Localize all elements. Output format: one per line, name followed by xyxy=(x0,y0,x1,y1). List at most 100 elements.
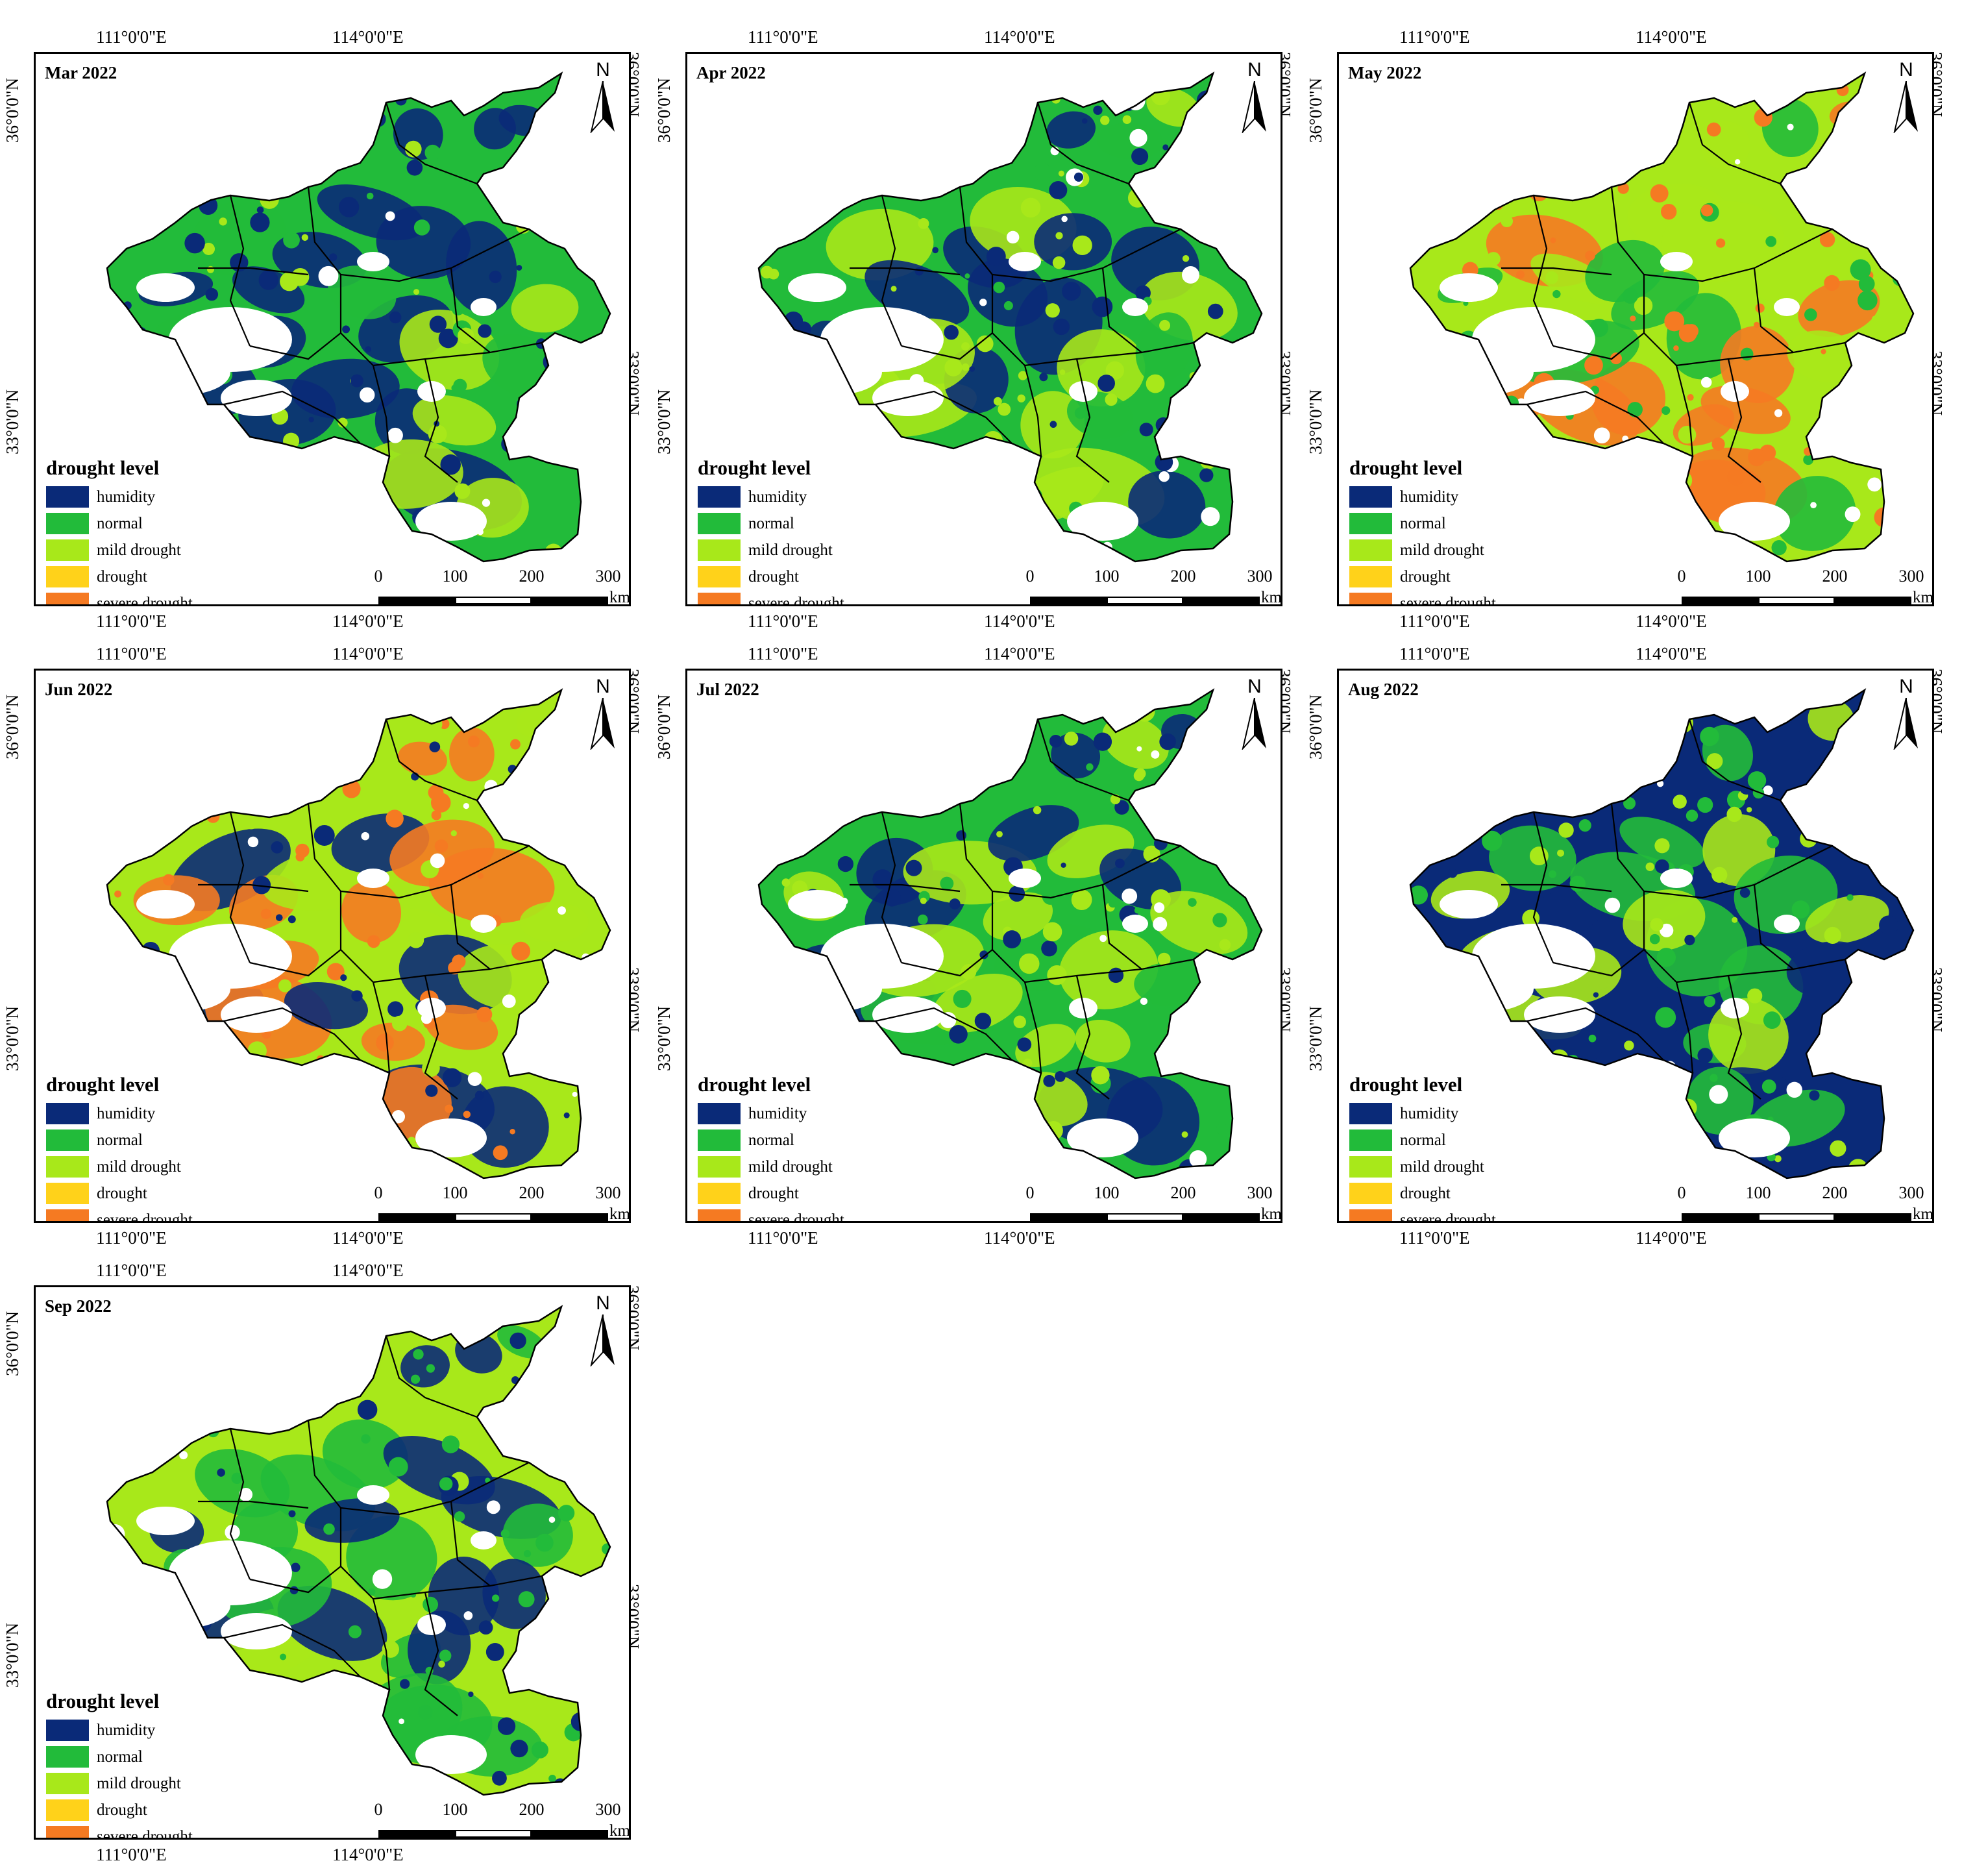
scale-tick-label: 300 xyxy=(1898,1183,1924,1202)
drought-speckle xyxy=(1710,1074,1718,1082)
drought-patch xyxy=(429,848,555,924)
scale-tick-label: 100 xyxy=(1745,1183,1771,1202)
drought-speckle xyxy=(1763,1011,1781,1029)
legend-swatch xyxy=(46,1209,89,1221)
no-data-area xyxy=(1774,915,1800,933)
no-data-area xyxy=(140,1583,230,1628)
drought-speckle xyxy=(1763,785,1773,796)
drought-speckle xyxy=(1201,507,1220,526)
drought-speckle xyxy=(502,994,516,1008)
drought-speckle xyxy=(1073,172,1084,182)
drought-speckle xyxy=(510,1740,528,1758)
drought-speckle xyxy=(1159,319,1171,331)
legend-swatch xyxy=(698,539,741,561)
lon-label-top-left: 111°0'0"E xyxy=(748,644,818,663)
scale-segment xyxy=(1107,597,1183,604)
drought-speckle xyxy=(1863,959,1871,967)
drought-speckle xyxy=(1410,127,1425,143)
district-boundary xyxy=(1036,102,1129,185)
drought-speckle xyxy=(1033,163,1052,181)
drought-speckle xyxy=(602,798,608,804)
legend-swatch xyxy=(46,486,89,508)
drought-speckle xyxy=(387,1157,406,1176)
legend-swatch xyxy=(46,1156,89,1178)
drought-speckle xyxy=(988,505,997,513)
drought-speckle xyxy=(265,1779,286,1795)
drought-speckle xyxy=(824,807,839,822)
drought-speckle xyxy=(252,171,261,179)
drought-speckle xyxy=(1497,506,1512,521)
drought-speckle xyxy=(1153,917,1168,932)
drought-map xyxy=(757,688,1263,1179)
drought-speckle xyxy=(604,1571,609,1577)
drought-patch xyxy=(1128,471,1206,539)
drought-speckle xyxy=(131,382,139,390)
drought-speckle xyxy=(413,289,420,295)
drought-speckle xyxy=(1674,76,1684,86)
legend-item: mild drought xyxy=(46,537,193,563)
drought-speckle xyxy=(511,941,531,961)
north-arrow: N xyxy=(589,1292,617,1370)
district-boundary xyxy=(875,390,1012,444)
drought-speckle xyxy=(333,1168,349,1178)
drought-speckle xyxy=(337,1073,358,1093)
no-data-area xyxy=(1067,1118,1138,1157)
drought-speckle xyxy=(1622,1062,1638,1078)
no-data-area xyxy=(1774,298,1800,316)
drought-speckle xyxy=(1018,371,1028,380)
drought-speckle xyxy=(107,1588,112,1596)
scale-segment xyxy=(1183,597,1260,604)
panel-title: Sep 2022 xyxy=(45,1296,112,1316)
drought-speckle xyxy=(1417,767,1429,779)
legend: drought level humidity normal mild drought d… xyxy=(46,456,193,604)
drought-speckle xyxy=(1214,108,1222,116)
drought-speckle xyxy=(295,843,310,858)
drought-speckle xyxy=(1157,952,1171,966)
north-arrow-icon xyxy=(1242,697,1266,751)
drought-speckle xyxy=(1669,1155,1675,1161)
drought-speckle xyxy=(467,1072,482,1086)
drought-speckle xyxy=(299,471,315,488)
legend-swatch xyxy=(46,1183,89,1204)
scale-segment xyxy=(532,1213,608,1221)
drought-speckle xyxy=(993,397,1002,406)
legend-label: humidity xyxy=(97,1721,156,1739)
drought-speckle xyxy=(373,721,378,727)
drought-speckle xyxy=(1593,427,1610,444)
drought-speckle xyxy=(477,872,484,879)
drought-speckle xyxy=(410,1374,421,1384)
drought-speckle xyxy=(594,1396,609,1413)
drought-speckle xyxy=(365,346,371,352)
drought-speckle xyxy=(1700,726,1719,747)
scale-segment xyxy=(1835,1213,1911,1221)
drought-speckle xyxy=(1003,301,1013,310)
no-data-area xyxy=(471,915,497,933)
drought-speckle xyxy=(1045,303,1060,318)
drought-speckle xyxy=(1863,422,1873,432)
drought-speckle xyxy=(334,768,343,778)
drought-speckle xyxy=(404,140,422,158)
drought-speckle xyxy=(438,328,458,349)
drought-speckle xyxy=(1774,1155,1782,1163)
drought-speckle xyxy=(772,176,781,186)
drought-speckle xyxy=(1548,156,1567,175)
drought-speckle xyxy=(186,436,193,443)
map-panel: 111°0'0"E 114°0'0"E 111°0'0"E 114°0'0"E 36°0… xyxy=(652,26,1301,643)
north-arrow: N xyxy=(1892,676,1920,753)
drought-speckle xyxy=(1903,369,1913,382)
drought-speckle xyxy=(206,1778,218,1789)
drought-speckle xyxy=(430,853,445,869)
drought-speckle xyxy=(1415,366,1432,384)
drought-speckle xyxy=(920,897,927,904)
drought-speckle xyxy=(1068,103,1077,111)
legend-item: normal xyxy=(46,1744,193,1770)
drought-speckle xyxy=(478,324,492,338)
lon-label-top-right: 114°0'0"E xyxy=(332,27,404,47)
drought-speckle xyxy=(828,413,840,425)
drought-speckle xyxy=(107,850,120,863)
drought-speckle xyxy=(312,1740,328,1757)
north-arrow: N xyxy=(1240,59,1269,136)
drought-patch xyxy=(1134,963,1204,1006)
legend-swatch xyxy=(1349,539,1392,561)
drought-speckle xyxy=(913,722,922,732)
